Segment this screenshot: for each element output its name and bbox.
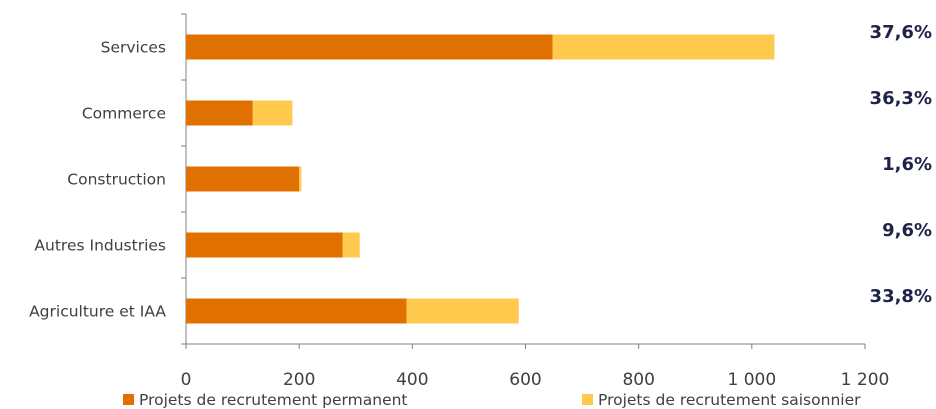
category-label: Commerce [82, 105, 166, 123]
bar-segment-saisonnier [299, 166, 302, 192]
x-tick-label: 600 [509, 370, 541, 390]
percent-label: 37,6% [870, 22, 932, 43]
category-label: Agriculture et IAA [29, 303, 166, 321]
category-label: Services [101, 39, 166, 57]
bar-group [186, 34, 775, 324]
bar-segment-saisonnier [252, 100, 293, 126]
bar-segment-permanent [186, 298, 407, 324]
x-tick-label: 1 000 [727, 370, 776, 390]
bar-segment-permanent [186, 166, 300, 192]
category-label: Construction [67, 171, 166, 189]
x-tick-label: 800 [622, 370, 654, 390]
bar-segment-permanent [186, 34, 553, 60]
x-tick-label: 1 200 [841, 370, 890, 390]
x-tick-label: 400 [396, 370, 428, 390]
bar-segment-saisonnier [552, 34, 775, 60]
bar-segment-saisonnier [342, 232, 360, 258]
legend-swatch-permanent [123, 394, 134, 405]
percent-label: 36,3% [870, 88, 932, 109]
x-tick-label: 0 [181, 370, 192, 390]
legend-label-permanent: Projets de recrutement permanent [139, 391, 408, 409]
legend-label-saisonnier: Projets de recrutement saisonnier [598, 391, 861, 409]
legend: Projets de recrutement permanent Projets… [123, 391, 861, 409]
category-label: Autres Industries [34, 237, 166, 255]
legend-swatch-saisonnier [582, 394, 593, 405]
bar-segment-permanent [186, 232, 343, 258]
category-labels: Services Commerce Construction Autres Indus… [29, 39, 166, 321]
bar-segment-permanent [186, 100, 253, 126]
bar-segment-saisonnier [406, 298, 519, 324]
x-tick-labels: 0 200 400 600 800 1 000 1 200 [181, 370, 890, 390]
percent-label: 1,6% [882, 154, 932, 175]
percent-label: 33,8% [870, 286, 932, 307]
percent-labels: 37,6% 36,3% 1,6% 9,6% 33,8% [870, 22, 932, 307]
x-tick-label: 200 [283, 370, 315, 390]
percent-label: 9,6% [882, 220, 932, 241]
